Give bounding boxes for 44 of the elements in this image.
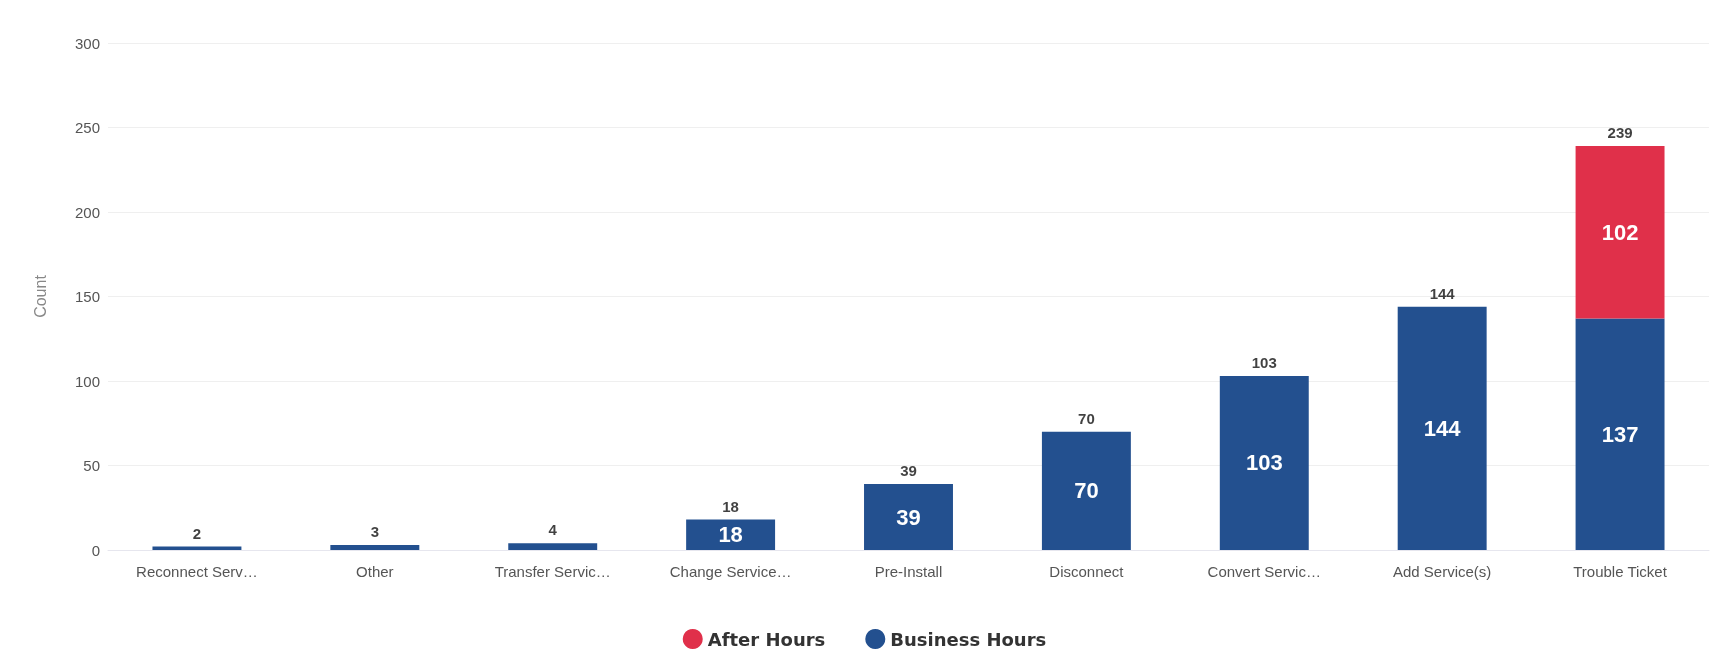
total-label: 239 — [1607, 124, 1633, 142]
bar — [1219, 375, 1309, 550]
y-tick-label: 200 — [74, 203, 100, 221]
data-label: 18 — [718, 522, 743, 548]
bar — [508, 543, 598, 550]
data-label: 144 — [1423, 415, 1462, 441]
total-label: 3 — [370, 522, 380, 540]
legend-label: Business Hours — [890, 628, 1047, 650]
y-tick-label: 100 — [74, 372, 100, 390]
data-label: 70 — [1074, 478, 1099, 504]
data-label: 137 — [1601, 421, 1639, 447]
y-tick-label: 150 — [74, 288, 100, 305]
data-label: 103 — [1245, 450, 1283, 476]
x-tick-label: Other — [356, 563, 394, 580]
bar — [1575, 146, 1665, 319]
bar — [864, 484, 953, 550]
bar — [1397, 306, 1487, 550]
y-axis-title: Count — [31, 274, 49, 318]
x-tick-label: Transfer Servic… — [494, 563, 611, 580]
bar — [330, 544, 420, 550]
data-label: 102 — [1601, 219, 1639, 245]
total-label: 4 — [548, 521, 558, 539]
y-tick-label: 0 — [91, 541, 100, 559]
total-label: 39 — [900, 462, 917, 480]
bar — [1041, 431, 1131, 550]
x-tick-label: Reconnect Serv… — [136, 563, 258, 580]
total-label: 70 — [1078, 409, 1095, 427]
x-tick-label: Add Service(s) — [1392, 563, 1492, 580]
legend-label: After Hours — [707, 628, 826, 650]
x-tick-label: Trouble Ticket — [1573, 563, 1668, 580]
x-tick-label: Change Service… — [669, 563, 792, 580]
bar — [1575, 318, 1665, 550]
y-tick-label: 50 — [83, 457, 100, 474]
total-label: 2 — [192, 524, 202, 542]
y-tick-label: 250 — [74, 119, 100, 136]
x-tick-label: Pre-Install — [874, 563, 943, 580]
y-tick-label: 300 — [74, 34, 100, 52]
x-tick-label: Convert Servic… — [1207, 563, 1321, 580]
x-tick-label: Disconnect — [1049, 563, 1125, 580]
data-label: 39 — [896, 504, 921, 530]
total-label: 144 — [1429, 284, 1456, 302]
total-label: 18 — [722, 497, 739, 515]
bar — [686, 519, 776, 550]
total-label: 103 — [1251, 353, 1277, 371]
